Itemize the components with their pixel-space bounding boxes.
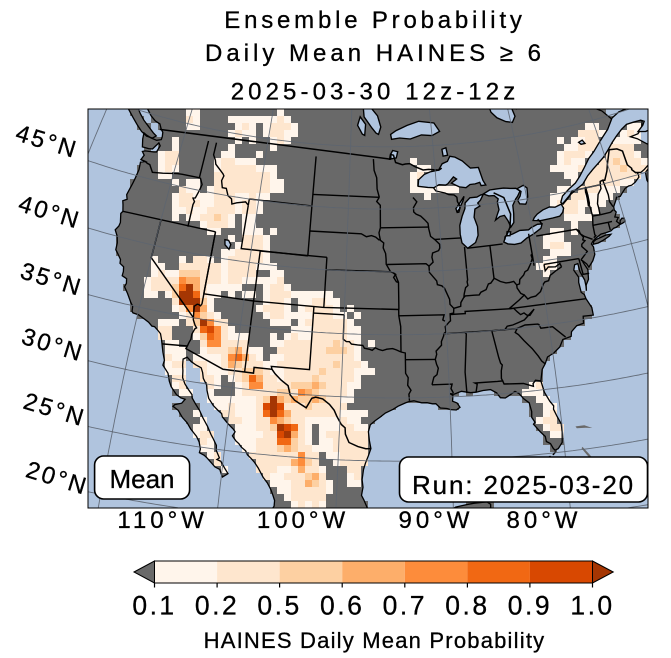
svg-text:HAINES Daily Mean Probability: HAINES Daily Mean Probability bbox=[204, 628, 546, 653]
svg-text:Ensemble Probability: Ensemble Probability bbox=[224, 7, 525, 34]
svg-text:1.0: 1.0 bbox=[570, 591, 614, 621]
svg-text:Daily Mean HAINES ≥ 6: Daily Mean HAINES ≥ 6 bbox=[205, 40, 545, 67]
svg-text:2025-03-30 12z-12z: 2025-03-30 12z-12z bbox=[231, 79, 520, 106]
svg-text:110°W: 110°W bbox=[117, 507, 208, 534]
svg-text:Mean: Mean bbox=[109, 464, 174, 494]
svg-text:90°W: 90°W bbox=[399, 507, 474, 534]
svg-text:0.5: 0.5 bbox=[257, 591, 301, 621]
svg-text:80°W: 80°W bbox=[507, 507, 582, 534]
svg-text:0.7: 0.7 bbox=[383, 591, 427, 621]
svg-text:0.9: 0.9 bbox=[508, 591, 552, 621]
svg-text:0.1: 0.1 bbox=[132, 591, 176, 621]
svg-text:0.8: 0.8 bbox=[445, 591, 489, 621]
svg-text:100°W: 100°W bbox=[257, 507, 349, 534]
svg-text:0.2: 0.2 bbox=[195, 591, 239, 621]
svg-text:0.6: 0.6 bbox=[320, 591, 364, 621]
svg-text:Run: 2025-03-20: Run: 2025-03-20 bbox=[412, 470, 635, 500]
